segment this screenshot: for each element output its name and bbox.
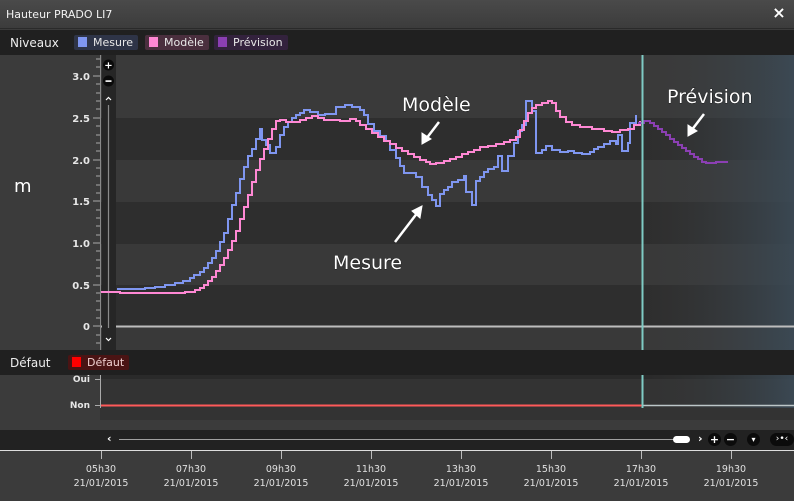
arrow-modele-icon bbox=[425, 121, 440, 140]
series-mesure bbox=[117, 100, 637, 290]
modele-swatch-icon bbox=[149, 37, 158, 47]
nav-menu-button[interactable]: ▾ bbox=[747, 433, 760, 446]
legend-item-defaut[interactable]: Défaut bbox=[68, 355, 130, 370]
y-tick-2.5: 2.5 bbox=[72, 114, 90, 125]
minus-icon bbox=[105, 80, 112, 82]
niveaux-legend-bar: Niveaux Mesure Modèle Prévision bbox=[0, 30, 794, 55]
defaut-swatch-icon bbox=[72, 357, 81, 367]
nav-left-button[interactable]: ‹ bbox=[107, 432, 112, 445]
x-tick-3: 11h30 21/01/2015 bbox=[343, 464, 399, 489]
y-zoom-in-button[interactable] bbox=[103, 59, 114, 71]
defaut-title: Défaut bbox=[10, 356, 51, 370]
legend-label-modele: Modèle bbox=[164, 36, 204, 49]
prevision-swatch-icon bbox=[218, 37, 227, 47]
annotations: Modèle Mesure Prévision bbox=[333, 86, 753, 275]
defaut-tick-non: Non bbox=[70, 401, 90, 411]
legend-label-defaut: Défaut bbox=[87, 356, 125, 369]
niveaux-chart[interactable]: 3.0 2.5 2.0 1.5 1.0 0.5 0 + Modèle Mesur… bbox=[0, 55, 794, 350]
nav-slider-handle[interactable] bbox=[673, 436, 690, 443]
x-tick-0: 05h30 21/01/2015 bbox=[73, 464, 129, 489]
y-axis: 3.0 2.5 2.0 1.5 1.0 0.5 0 bbox=[72, 55, 101, 350]
x-tick-2: 09h30 21/01/2015 bbox=[253, 464, 309, 489]
annotation-arrows bbox=[394, 113, 705, 243]
y-tick-2.0: 2.0 bbox=[72, 156, 90, 167]
series-prevision bbox=[638, 120, 728, 164]
scroll-down-icon[interactable] bbox=[105, 337, 112, 342]
plus-icon: + bbox=[104, 61, 112, 72]
y-tick-0.5: 0.5 bbox=[72, 281, 90, 292]
y-tick-3.0: 3.0 bbox=[72, 72, 90, 83]
x-tick-4: 13h30 21/01/2015 bbox=[433, 464, 489, 489]
window-titlebar: Hauteur PRADO LI7 × bbox=[0, 0, 794, 29]
annotation-mesure: Mesure bbox=[333, 252, 402, 274]
time-navigator[interactable]: ‹ › + − ▾ ›•‹ bbox=[0, 430, 794, 450]
nav-zoom-in-button[interactable]: + bbox=[708, 433, 721, 446]
close-icon[interactable]: × bbox=[772, 3, 786, 22]
legend-label-prevision: Prévision bbox=[233, 36, 283, 49]
legend-label-mesure: Mesure bbox=[93, 36, 134, 49]
nav-zoom-out-button[interactable]: − bbox=[724, 433, 737, 446]
nav-right-button[interactable]: › bbox=[698, 432, 703, 445]
mesure-swatch-icon bbox=[78, 37, 87, 47]
x-axis: 05h30 21/01/2015 07h30 21/01/2015 09h30 21/… bbox=[0, 450, 794, 501]
nav-track[interactable] bbox=[119, 439, 675, 440]
y-tick-1.5: 1.5 bbox=[72, 197, 90, 208]
arrow-mesure-head-icon bbox=[411, 205, 423, 219]
x-tick-1: 07h30 21/01/2015 bbox=[163, 464, 219, 489]
x-tick-7: 19h30 21/01/2015 bbox=[703, 464, 759, 489]
annotation-prevision: Prévision bbox=[667, 86, 753, 108]
x-tick-6: 17h30 21/01/2015 bbox=[613, 464, 669, 489]
series-modele bbox=[101, 100, 641, 294]
niveaux-title: Niveaux bbox=[10, 36, 59, 50]
x-tick-5: 15h30 21/01/2015 bbox=[523, 464, 579, 489]
forecast-region bbox=[643, 55, 794, 350]
y-axis-unit-label: m bbox=[14, 176, 32, 197]
defaut-legend-bar: Défaut Défaut bbox=[0, 350, 794, 375]
annotation-modele: Modèle bbox=[402, 94, 471, 116]
legend-item-prevision[interactable]: Prévision bbox=[214, 35, 288, 50]
arrow-prevision-head-icon bbox=[687, 124, 698, 137]
legend-item-mesure[interactable]: Mesure bbox=[74, 35, 139, 50]
defaut-chart[interactable]: Oui Non bbox=[0, 375, 794, 430]
legend-item-modele[interactable]: Modèle bbox=[145, 35, 209, 50]
defaut-tick-oui: Oui bbox=[73, 375, 90, 385]
arrow-mesure-icon bbox=[394, 211, 419, 243]
arrow-modele-head-icon bbox=[421, 132, 432, 145]
y-tick-1.0: 1.0 bbox=[72, 239, 90, 250]
scroll-up-icon[interactable] bbox=[105, 96, 112, 101]
window-title: Hauteur PRADO LI7 bbox=[6, 8, 113, 21]
y-tick-0: 0 bbox=[83, 322, 90, 333]
nav-fit-button[interactable]: ›•‹ bbox=[770, 433, 794, 446]
